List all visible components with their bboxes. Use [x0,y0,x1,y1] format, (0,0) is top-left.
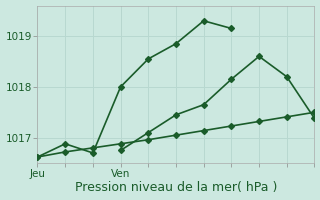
X-axis label: Pression niveau de la mer( hPa ): Pression niveau de la mer( hPa ) [75,181,277,194]
